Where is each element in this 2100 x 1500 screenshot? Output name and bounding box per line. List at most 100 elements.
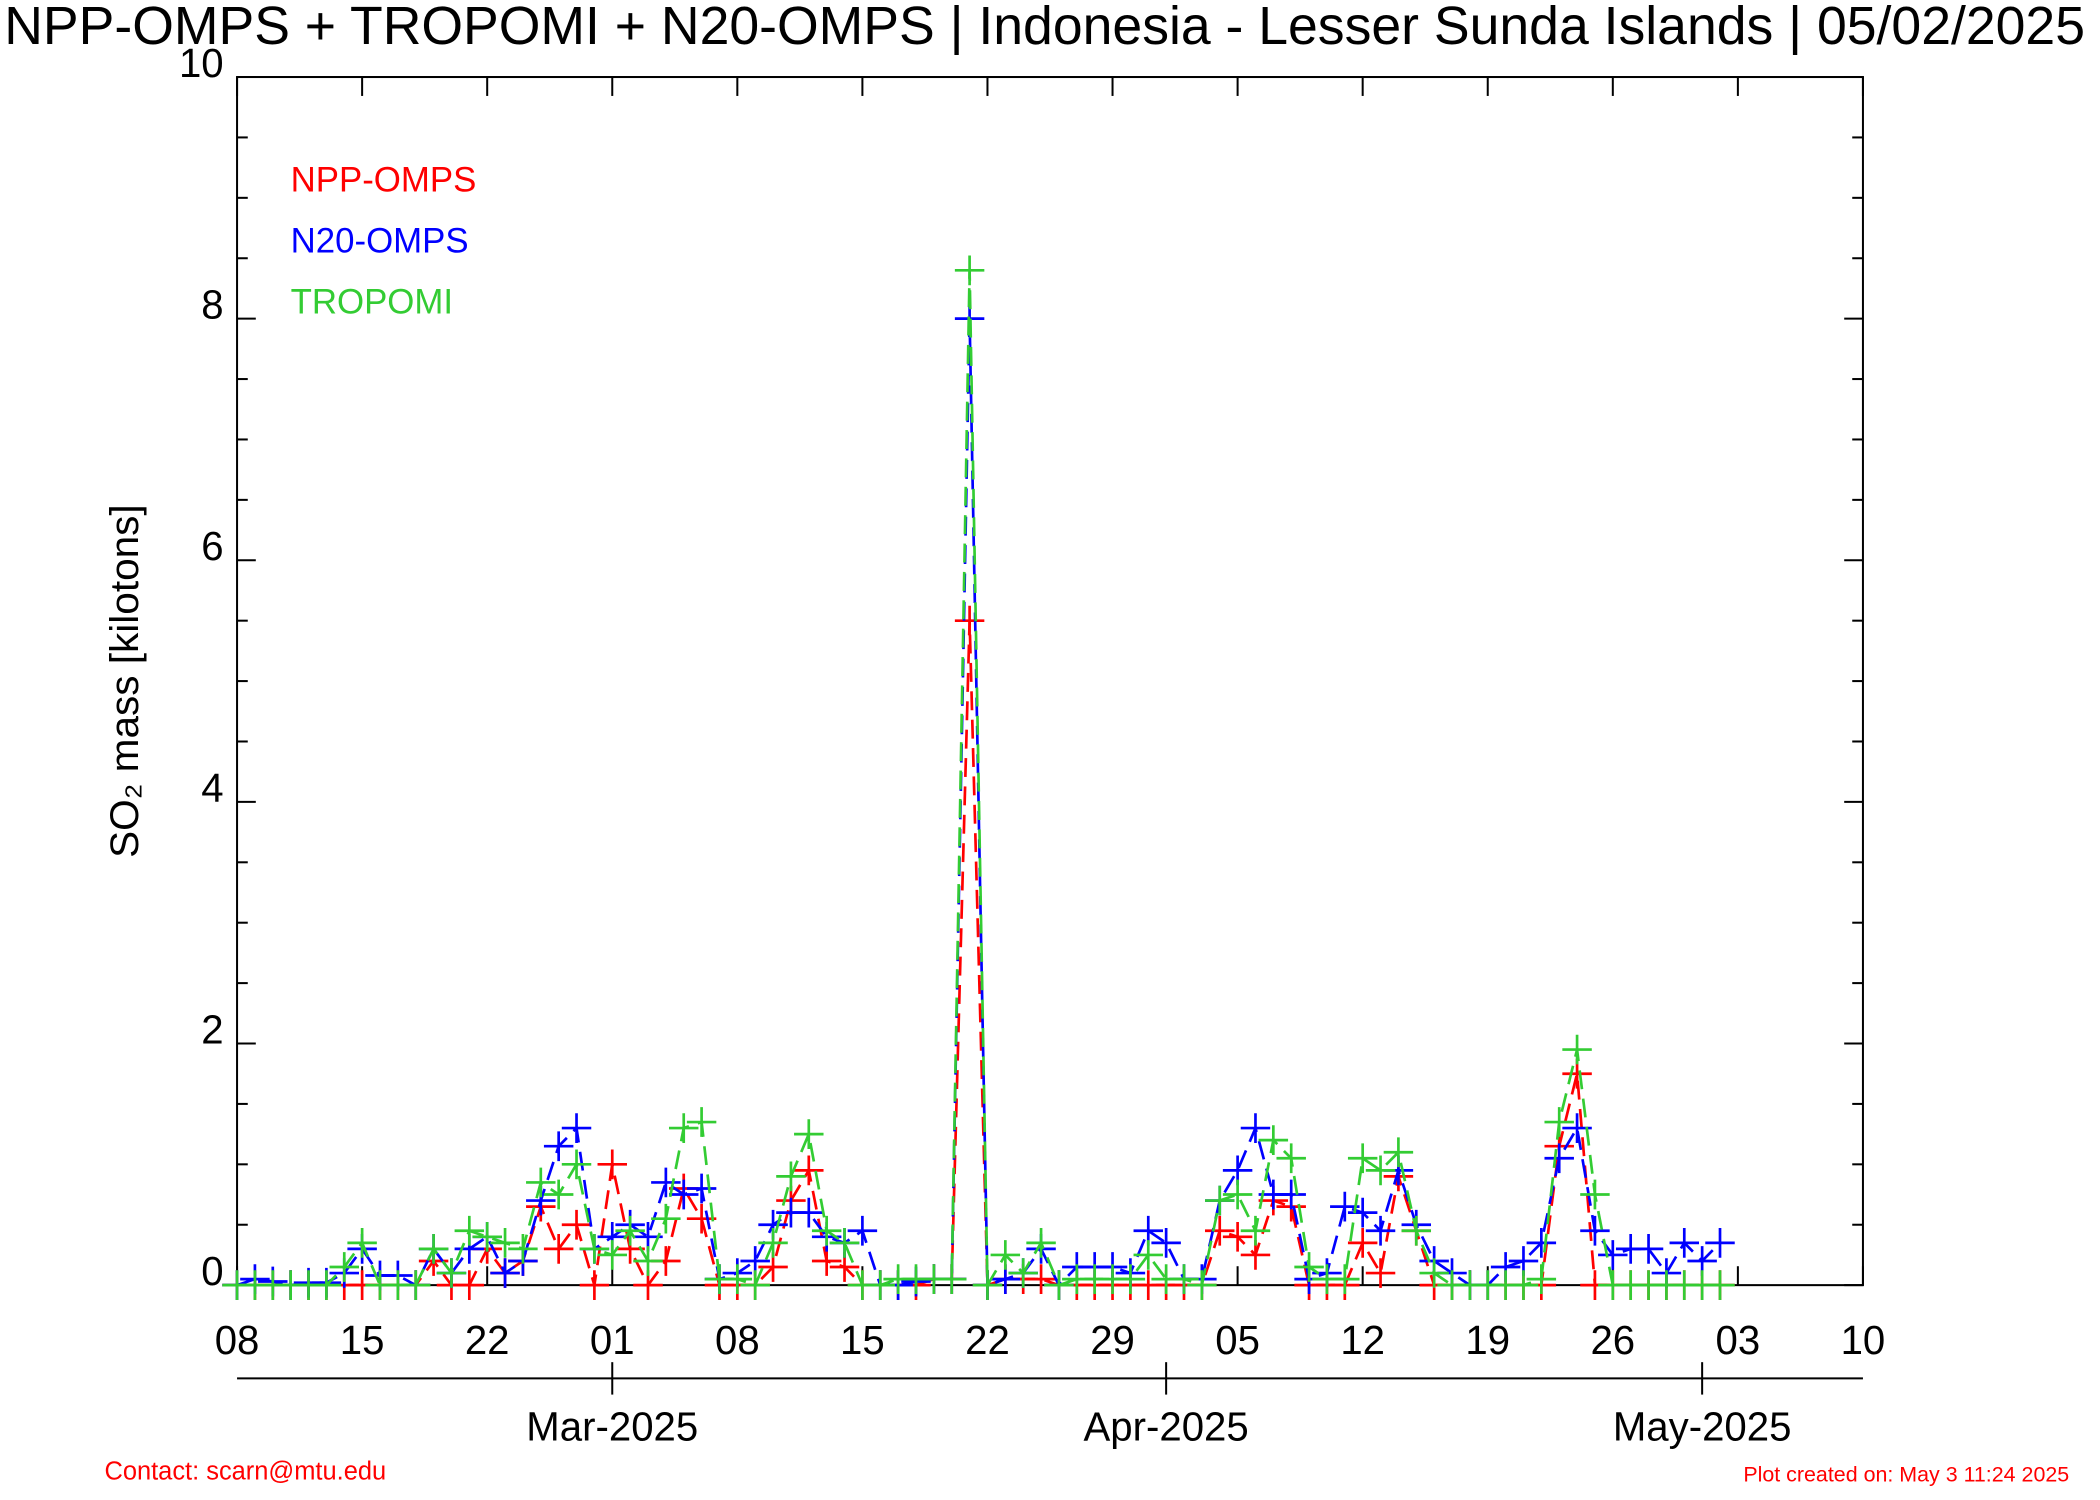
point-marker [1705,1270,1735,1300]
point-marker [794,1197,824,1228]
x-tick-label: 12 [1340,1317,1385,1363]
x-tick-label: 22 [965,1317,1010,1363]
point-marker [543,1131,574,1162]
point-marker [651,1167,681,1198]
point-marker [490,1227,520,1258]
point-marker [829,1227,860,1258]
point-marker [1151,1227,1181,1258]
x-tick-label: 15 [840,1317,885,1363]
point-marker [597,1240,627,1270]
point-marker [311,1270,342,1300]
point-marker [1115,1264,1146,1294]
x-tick-label: 08 [215,1317,260,1363]
point-marker [651,1203,681,1234]
point-marker [668,1179,699,1210]
x-tick-label: 15 [340,1317,385,1363]
x-tick-label: 01 [590,1317,635,1363]
point-marker [508,1234,538,1264]
x-tick-label: 03 [1716,1317,1761,1363]
point-marker [1705,1227,1735,1258]
point-marker [954,255,985,286]
y-tick-label: 2 [201,1006,223,1052]
point-marker [990,1240,1021,1270]
point-marker [1544,1107,1574,1137]
y-tick-label: 4 [201,765,223,811]
point-marker [347,1227,377,1258]
point-marker [579,1270,610,1300]
point-marker [1580,1215,1610,1246]
point-marker [1347,1227,1378,1258]
contact: Contact: scarn@mtu.edu [104,1458,386,1486]
point-marker [794,1155,824,1186]
point-marker [1276,1179,1306,1210]
point-marker [1240,1113,1271,1143]
point-marker [561,1149,592,1180]
x-tick-label: 05 [1215,1317,1260,1363]
month-label: May-2025 [1613,1403,1792,1449]
point-marker [1133,1240,1164,1270]
point-marker [1526,1264,1557,1294]
point-marker [1633,1234,1664,1264]
point-marker [722,1264,753,1294]
point-marker [1544,1143,1574,1174]
point-marker [1026,1227,1056,1258]
x-tick-label: 10 [1841,1317,1886,1363]
point-marker [1562,1034,1592,1065]
plot-frame [236,76,1864,1287]
point-marker [954,605,985,636]
point-marker [1365,1155,1396,1186]
point-marker [597,1149,627,1180]
point-marker [400,1270,431,1300]
point-marker [776,1161,806,1192]
x-tick-label: 26 [1590,1317,1635,1363]
series-line [237,270,1721,1290]
point-marker [972,1270,1003,1300]
point-marker [740,1270,770,1300]
point-marker [1330,1264,1360,1294]
month-label: Mar-2025 [526,1403,698,1449]
point-marker [1276,1143,1306,1174]
point-marker [1205,1185,1235,1216]
point-marker [454,1215,485,1246]
point-marker [686,1173,717,1204]
y-tick-label: 8 [201,281,223,327]
point-marker [1222,1179,1253,1210]
point-marker [936,1264,967,1294]
point-marker [686,1107,717,1137]
legend-entry: TROPOMI [291,282,453,321]
x-tick-label: 08 [715,1317,760,1363]
point-marker [1401,1215,1431,1246]
created-note: Plot created on: May 3 11:24 2025 [1743,1462,2069,1486]
point-marker [865,1270,895,1300]
point-marker [1187,1270,1217,1300]
point-marker [526,1167,556,1198]
point-marker [1026,1264,1056,1294]
series-line [237,620,1721,1288]
point-marker [758,1227,788,1258]
point-marker [1347,1143,1378,1174]
point-marker [1365,1215,1396,1246]
point-marker [561,1209,592,1240]
point-marker [1383,1137,1414,1168]
point-marker [668,1113,699,1143]
point-marker [1240,1215,1271,1246]
x-tick-label: 29 [1090,1317,1135,1363]
point-marker [329,1252,359,1282]
point-marker [1294,1252,1324,1282]
point-marker [1526,1227,1557,1258]
point-marker [543,1234,574,1264]
month-label: Apr-2025 [1084,1403,1249,1449]
y-tick-label: 6 [201,523,223,569]
point-marker [1419,1258,1449,1288]
y-tick-label: 10 [179,40,224,86]
point-marker [1222,1221,1253,1252]
point-marker [472,1221,502,1252]
legend-entry: N20-OMPS [291,221,469,260]
point-marker [1205,1215,1235,1246]
point-marker [454,1270,485,1300]
point-marker [615,1215,645,1246]
legend-entry: NPP-OMPS [291,161,477,200]
point-marker [1598,1240,1628,1270]
point-marker [543,1179,574,1210]
